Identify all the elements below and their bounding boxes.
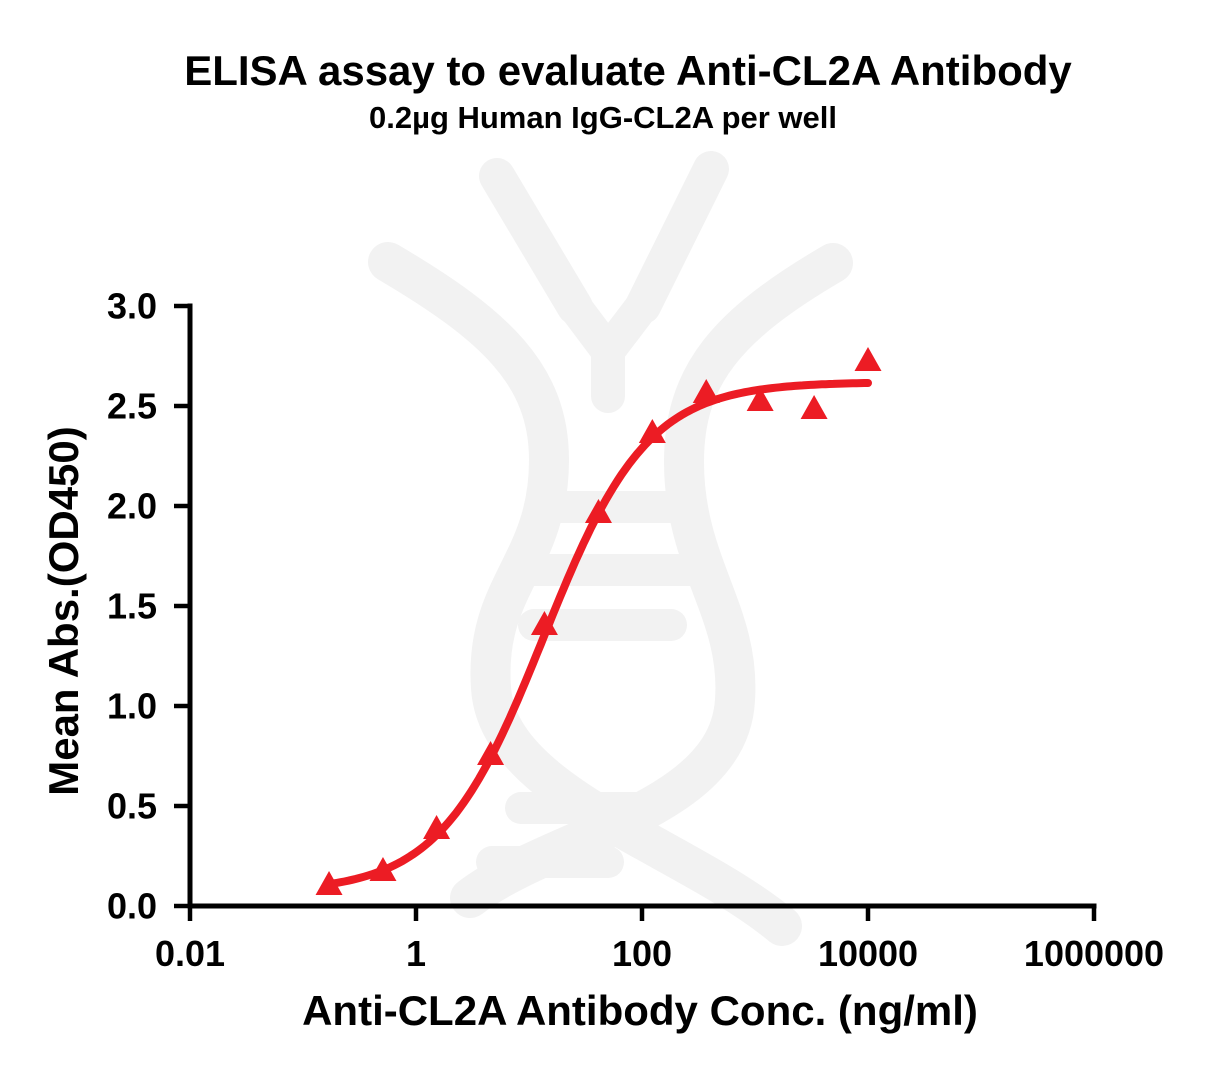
data-point-marker	[638, 419, 666, 443]
chart-subtitle: 0.2µg Human IgG-CL2A per well	[369, 100, 837, 135]
plot-area: 0.01 1 100 10000 1000000 0.0 0.5 1.0 1.5 2.0 2.5 3.…	[107, 286, 1164, 975]
x-tick-label: 10000	[818, 933, 918, 974]
x-tick-label: 0.01	[155, 933, 225, 974]
watermark-antibody-arm-left	[479, 158, 593, 325]
x-tick-label: 100	[612, 933, 672, 974]
y-tick-label: 1.5	[107, 586, 157, 627]
x-axis-title: Anti-CL2A Antibody Conc. (ng/ml)	[302, 987, 978, 1034]
x-tick-label: 1	[406, 933, 426, 974]
data-point-marker	[369, 857, 397, 881]
watermark-antibody-arm-right	[625, 151, 729, 324]
y-tick-label: 2.0	[107, 486, 157, 527]
y-axis-title: Mean Abs.(OD450)	[40, 426, 87, 796]
watermark-helix-strand-right	[450, 243, 853, 918]
data-point-marker	[800, 395, 828, 419]
data-point-marker	[423, 815, 451, 839]
y-tick-label: 0.5	[107, 786, 157, 827]
y-tick-label: 2.5	[107, 386, 157, 427]
data-point-marker	[746, 387, 774, 411]
chart-title: ELISA assay to evaluate Anti-CL2A Antibo…	[184, 47, 1072, 94]
y-tick-label: 1.0	[107, 686, 157, 727]
dna-antibody-watermark-icon	[368, 151, 853, 946]
data-point-marker	[530, 611, 558, 635]
data-point-marker	[692, 379, 720, 403]
data-point-marker	[584, 499, 612, 523]
y-tick-label: 3.0	[107, 286, 157, 327]
x-tick-label: 1000000	[1024, 933, 1164, 974]
data-point-marker	[854, 347, 882, 371]
data-point-marker	[477, 741, 505, 765]
data-point-marker	[315, 871, 343, 895]
y-tick-label: 0.0	[107, 886, 157, 927]
